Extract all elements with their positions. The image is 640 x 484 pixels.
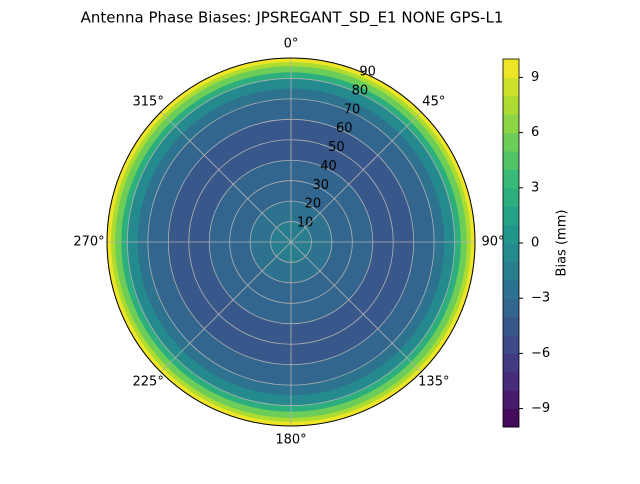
theta-tick-label: 225° <box>133 374 164 389</box>
grid-spoke <box>290 241 422 373</box>
theta-tick-label: 315° <box>133 95 164 110</box>
colorbar-band <box>503 261 519 281</box>
r-tick-label: 90 <box>359 65 376 80</box>
colorbar-band <box>503 279 519 299</box>
colorbar-band <box>503 224 519 244</box>
colorbar-band <box>503 335 519 354</box>
colorbar-band <box>503 371 519 391</box>
theta-tick-label: 135° <box>418 374 449 389</box>
colorbar-band <box>503 114 519 134</box>
colorbar-tick-label: −3 <box>531 291 550 306</box>
theta-tick-label: 90° <box>481 235 504 250</box>
colorbar-band <box>503 243 519 262</box>
colorbar-band <box>503 390 519 410</box>
r-tick-label: 10 <box>297 216 314 231</box>
grid-spoke <box>290 111 422 243</box>
colorbar-tick-label: 0 <box>531 236 539 251</box>
r-tick-label: 20 <box>305 197 322 212</box>
theta-tick-label: 0° <box>284 37 299 52</box>
theta-tick-label: 270° <box>73 235 104 250</box>
colorbar-tick-label: −9 <box>531 401 550 416</box>
grid-spoke <box>160 241 292 373</box>
colorbar-band <box>503 95 519 115</box>
r-tick-label: 30 <box>312 178 329 193</box>
colorbar-band <box>503 59 519 78</box>
theta-tick-label: 45° <box>422 95 445 110</box>
polar-frame <box>106 57 476 427</box>
colorbar-band <box>503 187 519 207</box>
colorbar-tick-label: −6 <box>531 346 550 361</box>
colorbar-label: Bias (mm) <box>555 210 570 277</box>
colorbar-band <box>503 316 519 336</box>
colorbar-band <box>503 298 519 318</box>
colorbar-tick-label: 9 <box>531 70 539 85</box>
colorbar-band <box>503 77 519 97</box>
colorbar-band <box>503 169 519 189</box>
r-tick-label: 70 <box>344 102 361 117</box>
colorbar-tick-label: 6 <box>531 125 539 140</box>
r-tick-label: 60 <box>336 121 353 136</box>
colorbar-band <box>503 132 519 152</box>
theta-tick-label: 180° <box>275 432 306 447</box>
colorbar-band <box>503 408 519 428</box>
r-tick-label: 50 <box>328 140 345 155</box>
colorbar-band <box>503 206 519 226</box>
grid-spoke <box>160 111 292 243</box>
colorbar-tick-label: 3 <box>531 180 539 195</box>
colorbar-band <box>503 353 519 373</box>
r-tick-label: 80 <box>352 83 369 98</box>
colorbar-band <box>503 151 519 170</box>
chart-title: Antenna Phase Biases: JPSREGANT_SD_E1 NO… <box>81 9 504 28</box>
r-tick-label: 40 <box>320 159 337 174</box>
